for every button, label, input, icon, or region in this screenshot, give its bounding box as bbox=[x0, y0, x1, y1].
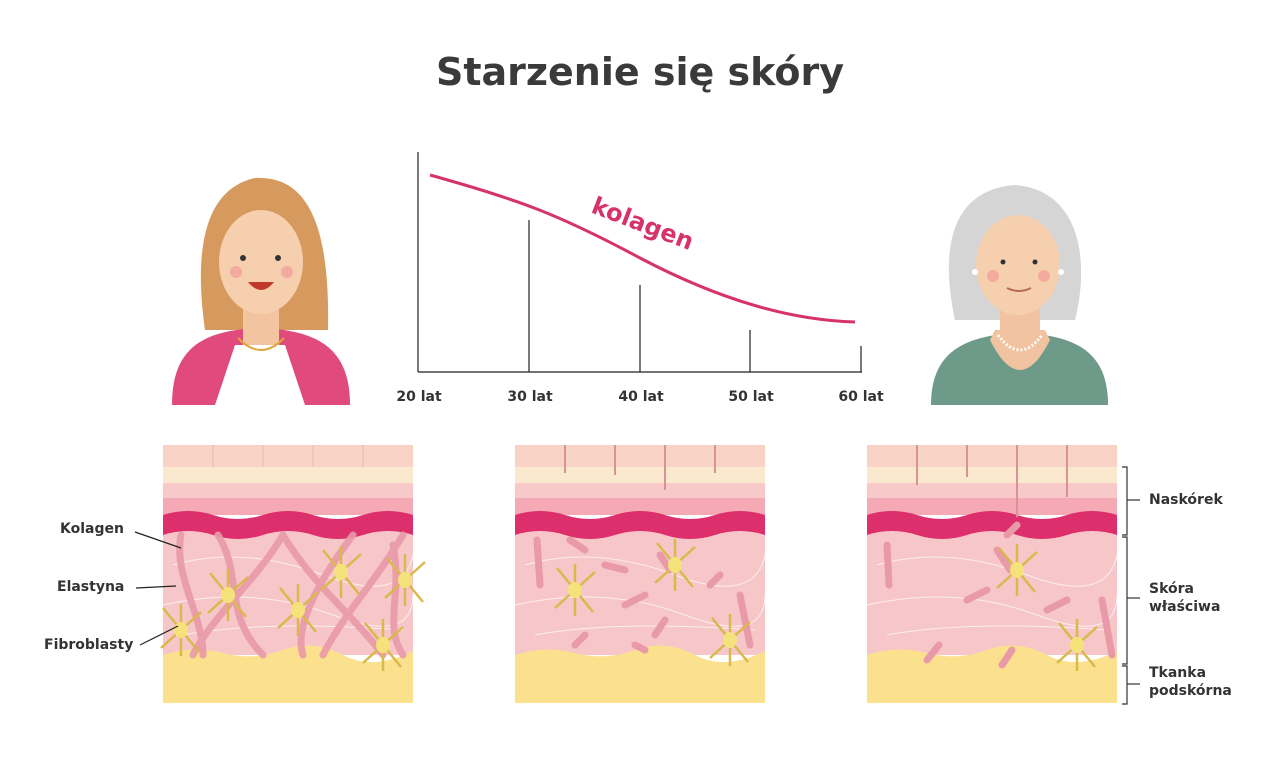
label-dermis-line1: Skóra bbox=[1149, 581, 1194, 597]
label-elastin: Elastyna bbox=[57, 579, 125, 595]
skin-panel-middle bbox=[514, 444, 766, 704]
tick-label: 60 lat bbox=[838, 389, 884, 405]
label-collagen: Kolagen bbox=[60, 521, 124, 537]
layer-brackets bbox=[1122, 466, 1140, 705]
label-dermis-line2: właściwa bbox=[1149, 599, 1221, 615]
young-woman-illustration bbox=[172, 177, 350, 405]
collagen-curve bbox=[429, 173, 856, 324]
page-title: Starzenie się skóry bbox=[435, 50, 845, 94]
left-pointer-lines bbox=[134, 531, 182, 646]
skin-panel-young bbox=[159, 444, 427, 704]
label-fibroblasts: Fibroblasty bbox=[44, 637, 134, 653]
label-hypodermis-line1: Tkanka bbox=[1149, 665, 1207, 681]
skin-panel-old bbox=[866, 444, 1118, 704]
label-dermis: Skóra właściwa bbox=[1149, 580, 1220, 616]
tick-label: 50 lat bbox=[728, 389, 774, 405]
tick-label: 40 lat bbox=[618, 389, 664, 405]
label-hypodermis-line2: podskórna bbox=[1149, 683, 1232, 699]
collagen-chart: kolagen 20 lat 30 lat 40 lat 50 lat 60 l… bbox=[396, 152, 884, 405]
label-epidermis: Naskórek bbox=[1149, 492, 1223, 508]
old-woman-illustration bbox=[931, 185, 1108, 405]
tick-label: 20 lat bbox=[396, 389, 442, 405]
tick-label: 30 lat bbox=[507, 389, 553, 405]
curve-label: kolagen bbox=[588, 191, 698, 255]
label-hypodermis: Tkanka podskórna bbox=[1149, 664, 1232, 700]
